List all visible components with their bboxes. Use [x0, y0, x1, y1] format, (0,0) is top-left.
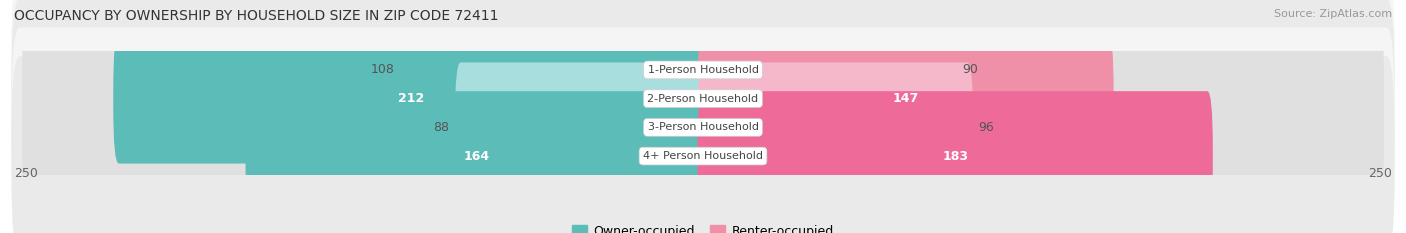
Text: 147: 147 [893, 92, 918, 105]
Text: 212: 212 [398, 92, 425, 105]
FancyBboxPatch shape [697, 91, 1213, 221]
FancyBboxPatch shape [22, 91, 709, 221]
Text: 1-Person Household: 1-Person Household [648, 65, 758, 75]
Text: 88: 88 [433, 121, 450, 134]
Text: 90: 90 [962, 63, 979, 76]
FancyBboxPatch shape [11, 56, 1395, 233]
FancyBboxPatch shape [697, 5, 956, 135]
FancyBboxPatch shape [114, 34, 709, 164]
Text: 2-Person Household: 2-Person Household [647, 94, 759, 104]
FancyBboxPatch shape [697, 91, 1384, 221]
FancyBboxPatch shape [22, 34, 709, 164]
Text: 108: 108 [370, 63, 394, 76]
FancyBboxPatch shape [246, 91, 709, 221]
Text: Source: ZipAtlas.com: Source: ZipAtlas.com [1274, 9, 1392, 19]
FancyBboxPatch shape [697, 34, 1114, 164]
FancyBboxPatch shape [399, 5, 709, 135]
FancyBboxPatch shape [697, 5, 1384, 135]
FancyBboxPatch shape [456, 62, 709, 192]
FancyBboxPatch shape [697, 34, 1384, 164]
FancyBboxPatch shape [697, 62, 1384, 192]
FancyBboxPatch shape [11, 0, 1395, 170]
Text: 250: 250 [14, 167, 38, 180]
Text: 3-Person Household: 3-Person Household [648, 122, 758, 132]
FancyBboxPatch shape [11, 0, 1395, 199]
FancyBboxPatch shape [22, 62, 709, 192]
Text: OCCUPANCY BY OWNERSHIP BY HOUSEHOLD SIZE IN ZIP CODE 72411: OCCUPANCY BY OWNERSHIP BY HOUSEHOLD SIZE… [14, 9, 499, 23]
Text: 183: 183 [942, 150, 969, 163]
FancyBboxPatch shape [22, 5, 709, 135]
Text: 250: 250 [1368, 167, 1392, 180]
FancyBboxPatch shape [697, 62, 973, 192]
Legend: Owner-occupied, Renter-occupied: Owner-occupied, Renter-occupied [568, 219, 838, 233]
Text: 96: 96 [979, 121, 994, 134]
FancyBboxPatch shape [11, 27, 1395, 227]
Text: 4+ Person Household: 4+ Person Household [643, 151, 763, 161]
Text: 164: 164 [464, 150, 491, 163]
